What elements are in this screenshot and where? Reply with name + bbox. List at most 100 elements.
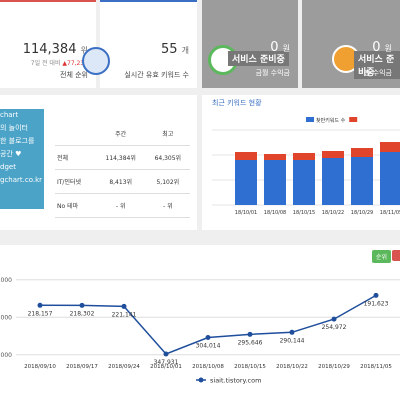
- badge: 서비스 준비중: [228, 51, 289, 66]
- bar: [351, 148, 373, 157]
- bar: [264, 160, 286, 205]
- total-value: 0 원: [372, 40, 392, 55]
- value-label: 295,646: [238, 339, 263, 346]
- unit: 원: [384, 44, 392, 53]
- table-cell: 114,384위: [95, 145, 146, 170]
- bar: [380, 142, 400, 152]
- value-label: 304,014: [196, 343, 221, 350]
- x-tick-label: 18/10/08: [264, 210, 286, 216]
- value: 0: [372, 40, 381, 55]
- chart-title: 최근 키워드 현황: [212, 98, 262, 107]
- table-cell: 8,413위: [95, 169, 146, 194]
- point: [289, 329, 295, 335]
- bar: [380, 152, 400, 205]
- bar: [322, 158, 344, 205]
- point: [331, 316, 337, 322]
- x-tick-label: 2018/10/01: [150, 364, 182, 370]
- x-tick-label: 2018/11/05: [360, 364, 392, 370]
- value-label: 221,141: [112, 311, 137, 318]
- header-cell: [55, 122, 96, 146]
- legend-swatch: [306, 117, 314, 122]
- point: [37, 302, 43, 308]
- table-row: IT/인터넷 8,413위 5,102위: [55, 169, 190, 194]
- bar: [235, 152, 257, 160]
- x-tick-label: 2018/09/24: [108, 364, 140, 370]
- rank-chart-panel: [0, 245, 400, 400]
- unit: 위: [80, 46, 88, 55]
- bar: [322, 151, 344, 158]
- label: 금월 수익금: [255, 69, 290, 77]
- point: [163, 351, 169, 357]
- ad-text: gchart.co.kr: [0, 176, 43, 184]
- label: 총 수익금: [364, 69, 392, 77]
- ad-text: chart: [0, 111, 19, 119]
- bar: [264, 154, 286, 160]
- x-tick-label: 2018/10/29: [318, 364, 350, 370]
- rank-card: 114,384 위 7일 전 대비 ▲77,239 전체 순위: [0, 0, 96, 88]
- sub: 7일 전 대비: [30, 60, 61, 67]
- y-tick-label: 250,000: [0, 314, 12, 321]
- point: [373, 292, 379, 298]
- bar: [293, 153, 315, 160]
- header-cell: 최고: [145, 122, 190, 146]
- y-tick-label: 350,000: [0, 352, 12, 359]
- x-tick-label: 18/10/01: [235, 210, 257, 216]
- value-label: 290,144: [280, 337, 305, 344]
- other-button[interactable]: [392, 250, 400, 261]
- point: [247, 331, 253, 337]
- table-cell: 64,305위: [145, 145, 190, 170]
- ad-text: dget: [0, 163, 16, 171]
- table-cell: No 테마: [55, 193, 96, 218]
- income-card: 서비스 준비중 0 원 금월 수익금: [202, 0, 298, 88]
- value: 0: [270, 40, 279, 55]
- header-cell: 주간: [95, 122, 146, 146]
- search-icon: [82, 47, 110, 75]
- income-value: 0 원: [270, 40, 290, 55]
- x-tick-label: 18/10/29: [351, 210, 373, 216]
- x-tick-label: 2018/10/22: [276, 364, 308, 370]
- x-tick-label: 18/10/22: [322, 210, 344, 216]
- value-label: 218,302: [70, 310, 95, 317]
- y-tick-label: 150,000: [0, 277, 12, 284]
- point: [121, 303, 127, 309]
- change: 7일 전 대비 ▲77,239: [31, 58, 88, 67]
- value: 55: [160, 42, 178, 57]
- ad-text: 의 놀이터: [0, 124, 28, 132]
- x-tick-label: 2018/10/15: [234, 364, 266, 370]
- legend-label: 찾반키워드 수: [316, 117, 346, 124]
- badge: 서비스 준비중: [354, 51, 400, 79]
- table-row: No 테마 - 위- 위: [55, 193, 190, 218]
- unit: 원: [282, 44, 290, 53]
- table-row: 전체 114,384위 64,305위: [55, 145, 190, 170]
- value-label: 191,623: [364, 300, 389, 307]
- table-cell: - 위: [95, 193, 146, 218]
- table-cell: IT/인터넷: [55, 169, 96, 194]
- label: 전체 순위: [60, 71, 88, 79]
- x-tick-label: 2018/10/08: [192, 364, 224, 370]
- legend-dot: [198, 377, 204, 383]
- bar: [293, 160, 315, 205]
- table-cell: 5,102위: [145, 169, 190, 194]
- x-tick-label: 2018/09/10: [24, 364, 56, 370]
- total-card: 서비스 준비중 0 원 총 수익금: [302, 0, 400, 88]
- value-label: 218,157: [28, 310, 53, 317]
- value-label: 254,972: [322, 324, 347, 331]
- value: 114,384: [22, 42, 77, 57]
- ad-text: 한 블로그를: [0, 137, 35, 145]
- legend-swatch: [349, 117, 358, 122]
- point: [79, 302, 85, 308]
- unit: 개: [181, 46, 189, 55]
- x-tick-label: 2018/09/17: [66, 364, 98, 370]
- rank-button[interactable]: 순위: [372, 250, 392, 263]
- label: 실시간 유효 키워드 수: [124, 71, 189, 79]
- keyword-value: 55 개: [161, 42, 189, 57]
- x-tick-label: 18/11/05: [380, 210, 400, 216]
- table-cell: 전체: [55, 145, 96, 170]
- ad-text: 공간 ♥: [0, 150, 22, 158]
- value-label: 347,931: [154, 359, 179, 366]
- rank-table: 주간 최고 전체 114,384위 64,305위 IT/인터넷 8,413위 5,102위 N…: [55, 122, 190, 218]
- bar: [235, 160, 257, 205]
